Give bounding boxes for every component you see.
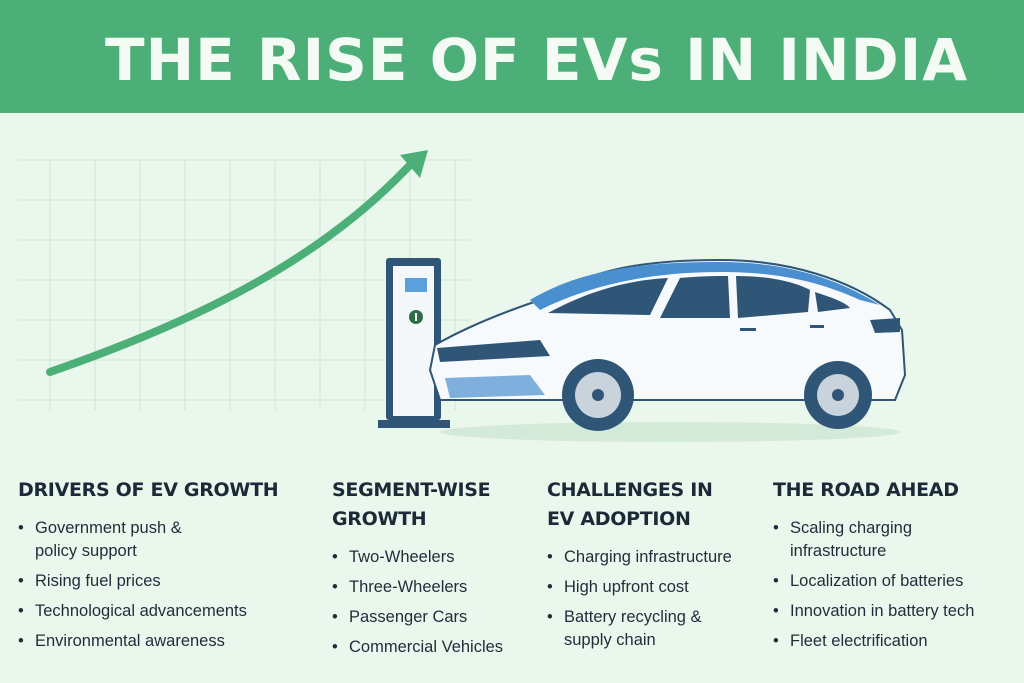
list-item: Fleet electrification	[773, 630, 1023, 653]
section-heading: THE ROAD AHEAD	[773, 479, 959, 501]
list-item: High upfront cost	[547, 576, 767, 599]
list-item: Battery recycling & supply chain	[547, 606, 734, 652]
section-drivers: DRIVERS OF EV GROWTH Government push & p…	[18, 476, 318, 660]
section-heading: CHALLENGES IN EV ADOPTION	[547, 479, 713, 530]
list-item: Three-Wheelers	[332, 576, 532, 599]
section-heading: DRIVERS OF EV GROWTH	[18, 479, 279, 501]
list-item: Rising fuel prices	[18, 570, 318, 593]
list-item: Scaling charging infrastructure	[773, 517, 950, 563]
list-item: Commercial Vehicles	[332, 636, 532, 659]
list-item: Charging infrastructure	[547, 546, 767, 569]
section-challenges: CHALLENGES IN EV ADOPTION Charging infra…	[547, 476, 767, 659]
illustration	[18, 150, 907, 442]
title-banner: THE RISE OF EVs IN INDIA	[0, 0, 1024, 113]
list-item: Innovation in battery tech	[773, 600, 1023, 623]
list-item: Technological advancements	[18, 600, 318, 623]
section-heading: SEGMENT-WISE GROWTH	[332, 479, 491, 530]
charging-station-icon	[378, 258, 450, 428]
page-title: THE RISE OF EVs IN INDIA	[105, 26, 969, 94]
section-segments: SEGMENT-WISE GROWTH Two-Wheelers Three-W…	[332, 476, 532, 666]
list-item: Passenger Cars	[332, 606, 532, 629]
electric-car-icon	[428, 258, 907, 442]
list-item: Government push & policy support	[18, 517, 185, 563]
list-item: Localization of batteries	[773, 570, 1023, 593]
list-item: Environmental awareness	[18, 630, 318, 653]
growth-arrow-icon	[46, 150, 428, 376]
section-road-ahead: THE ROAD AHEAD Scaling charging infrastr…	[773, 476, 1023, 660]
list-item: Two-Wheelers	[332, 546, 532, 569]
